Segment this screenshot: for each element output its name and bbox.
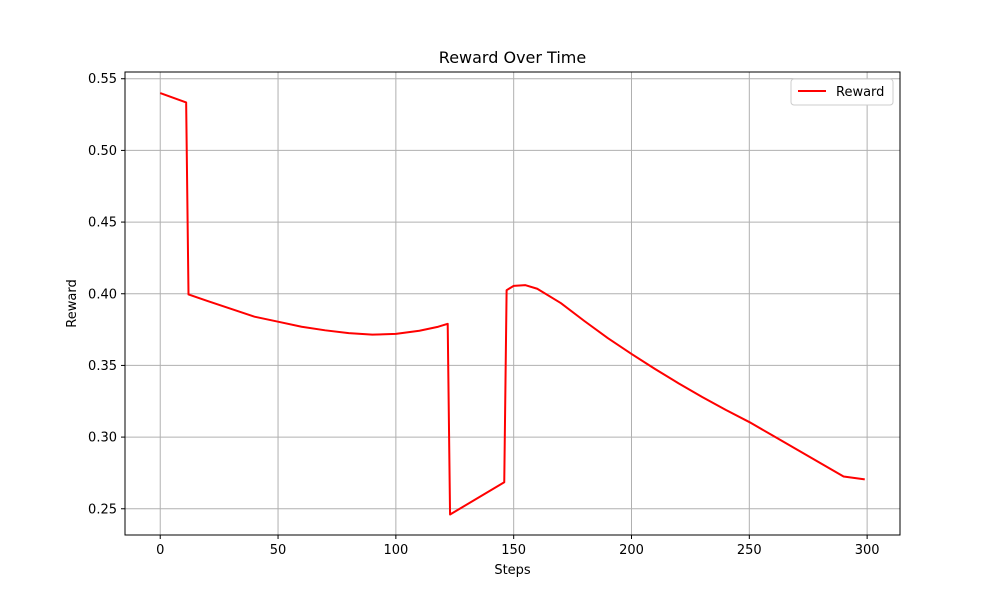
- y-tick-label: 0.50: [88, 144, 117, 159]
- x-tick-label: 0: [156, 543, 164, 558]
- x-tick-label: 250: [737, 543, 762, 558]
- chart-title: Reward Over Time: [439, 48, 586, 67]
- x-tick-label: 100: [383, 543, 408, 558]
- x-axis-label: Steps: [494, 563, 531, 578]
- legend: Reward: [790, 78, 894, 106]
- y-tick-label: 0.55: [88, 72, 117, 87]
- grid-lines: [125, 72, 900, 535]
- x-tick-label: 200: [619, 543, 644, 558]
- x-tick-label: 150: [501, 543, 526, 558]
- series-line-reward: [159, 92, 865, 516]
- legend-label: Reward: [836, 85, 884, 100]
- x-tick-label: 50: [270, 543, 287, 558]
- y-axis-ticks: 0.25 0.30 0.35 0.40 0.45 0.50 0.55: [88, 72, 125, 517]
- legend-box: [790, 78, 894, 106]
- y-tick-label: 0.45: [88, 216, 117, 231]
- y-tick-label: 0.30: [88, 431, 117, 446]
- y-axis-label: Reward: [65, 279, 80, 327]
- y-tick-label: 0.25: [88, 502, 117, 517]
- y-tick-label: 0.40: [88, 287, 117, 302]
- x-axis-ticks: 0 50 100 150 200 250 300: [156, 535, 880, 558]
- plot-frame: [124, 71, 901, 536]
- series-layer: [159, 92, 865, 516]
- x-tick-label: 300: [855, 543, 880, 558]
- y-tick-label: 0.35: [88, 359, 117, 374]
